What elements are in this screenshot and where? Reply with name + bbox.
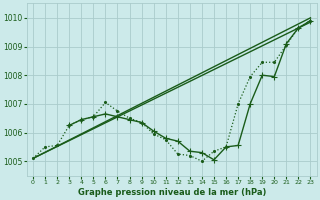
X-axis label: Graphe pression niveau de la mer (hPa): Graphe pression niveau de la mer (hPa) [77,188,266,197]
